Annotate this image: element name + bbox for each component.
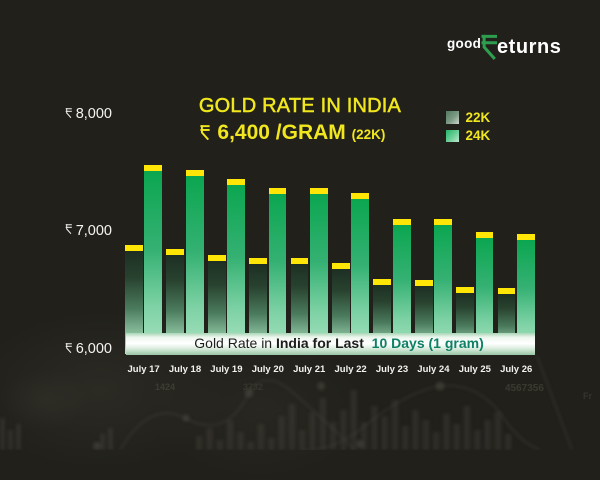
svg-text:Fr: Fr bbox=[583, 391, 592, 401]
svg-text:4567356: 4567356 bbox=[505, 383, 544, 394]
svg-text:3732: 3732 bbox=[243, 382, 263, 392]
svg-text:1424: 1424 bbox=[155, 382, 175, 392]
